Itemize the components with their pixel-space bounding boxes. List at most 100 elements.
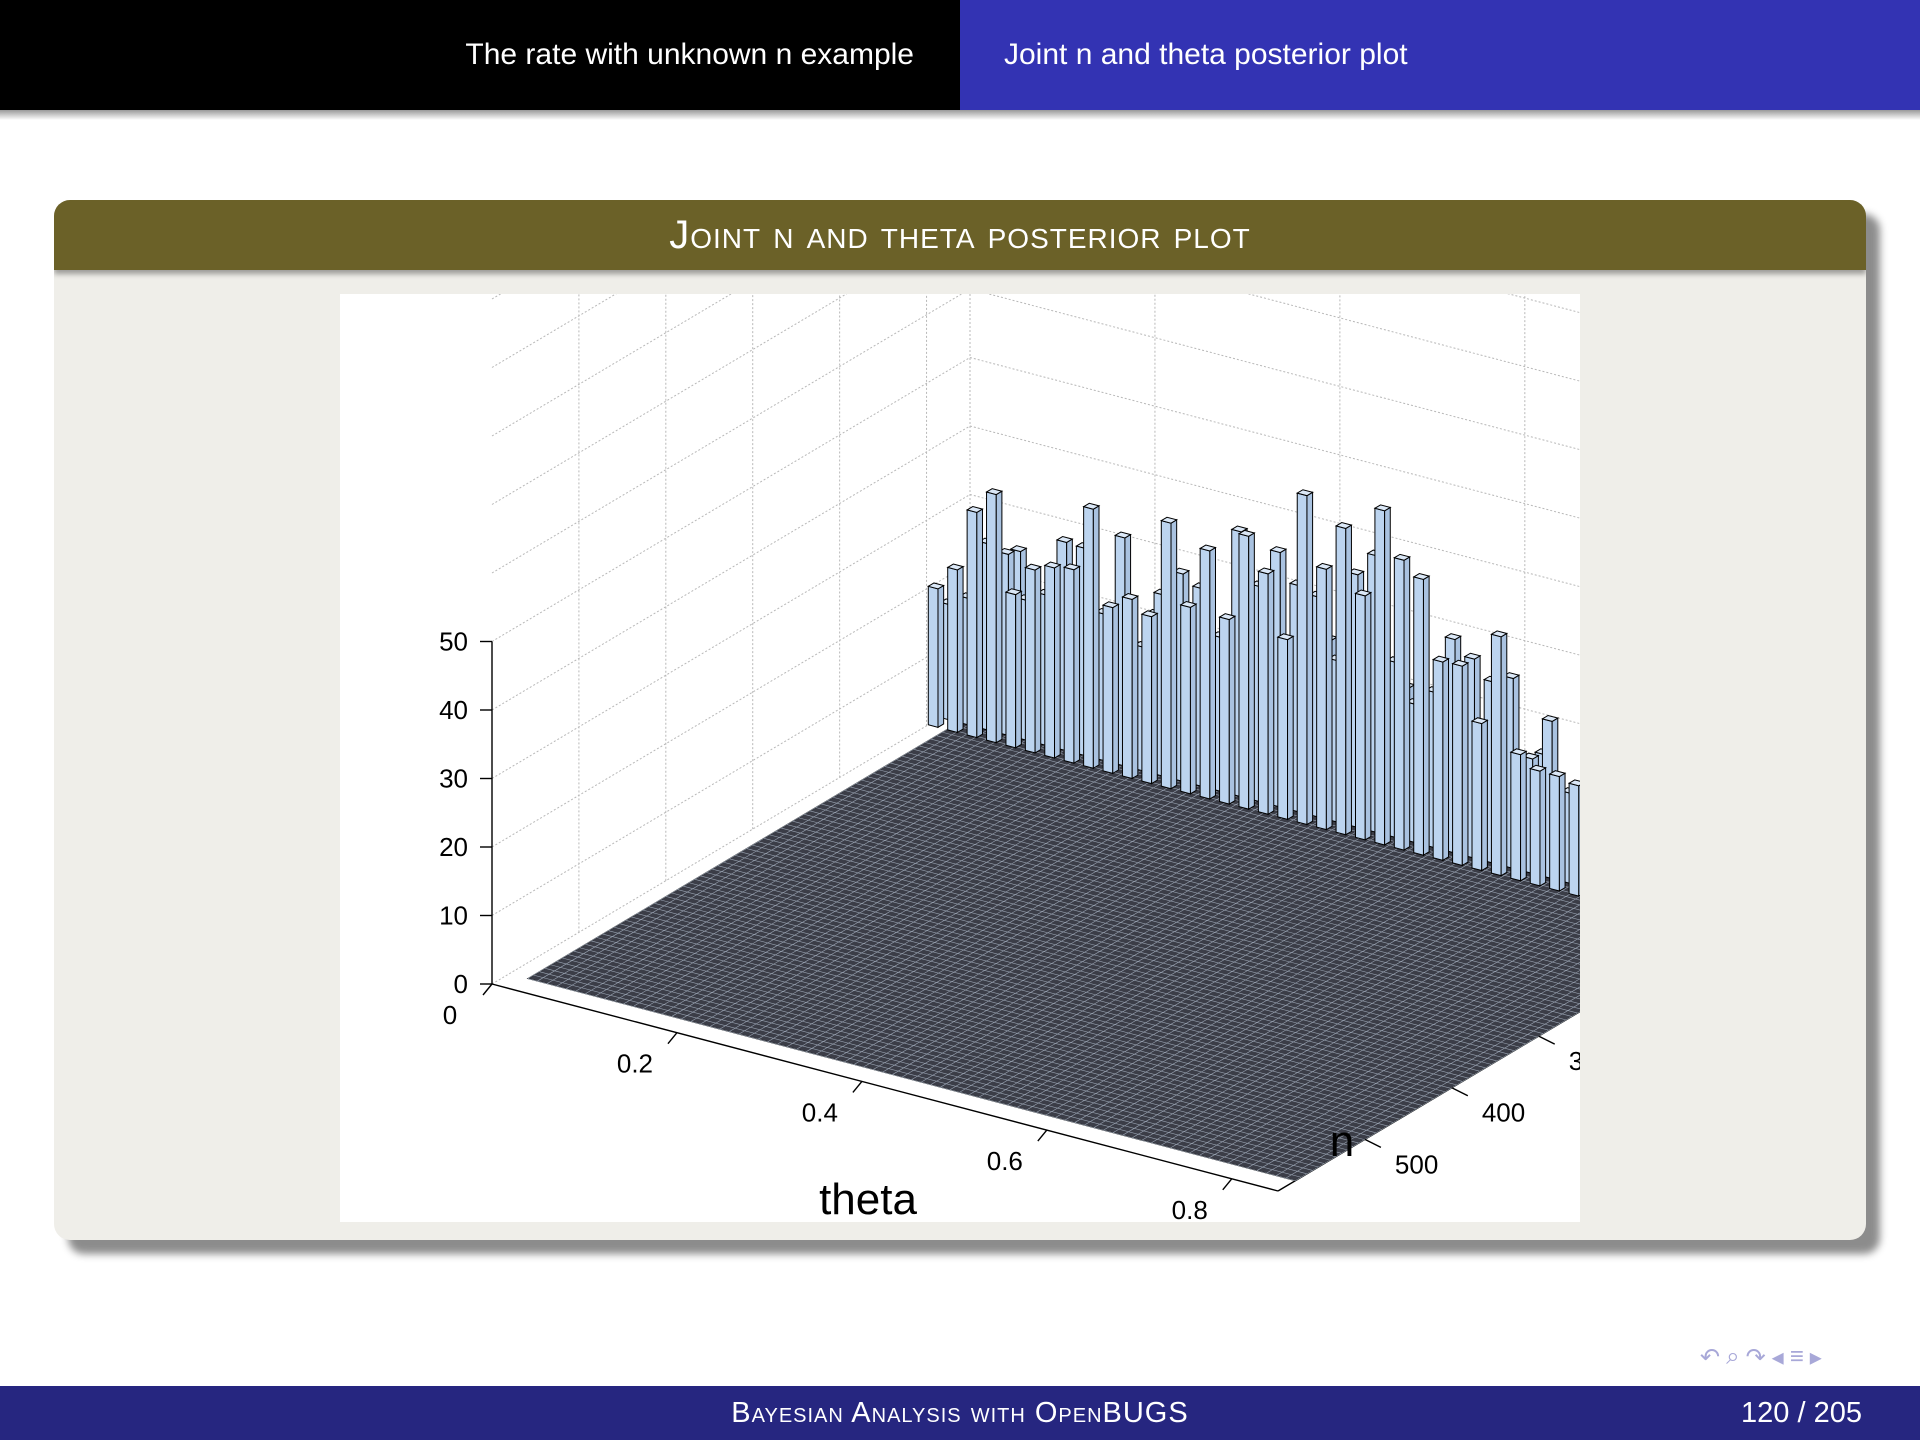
floor-grid-line [694,879,1463,1082]
grid-line [491,294,1580,574]
bar-side [1403,556,1411,851]
floor-grid-line [648,906,1417,1110]
bar-top [1009,545,1028,553]
floor-grid-line [596,937,1365,1140]
floor-grid-line [758,841,1526,1045]
bar-front [1452,662,1463,867]
floor-grid-line [665,896,1434,1099]
floor-grid-line [671,892,1440,1096]
floor-grid-line [723,861,1492,1065]
bar-side [1054,563,1061,759]
floor-grid-line [838,793,1580,990]
z-tick-label: 40 [439,695,468,725]
bar-side [1209,546,1217,800]
bar-front [1141,613,1153,785]
bar-top [1502,672,1521,680]
floor-grid-line [631,916,1400,1120]
floor-grid-line [867,776,1580,965]
floor-grid-line [907,752,1580,931]
bar-side [1345,524,1352,836]
floor-grid-line [1295,1011,1580,1181]
bar-top [1230,525,1249,533]
header-section-label: The rate with unknown n example [465,38,914,71]
bar-top [985,488,1004,496]
bar-top [965,505,984,513]
floor-grid-line [562,957,1331,1161]
floor-grid-line [879,769,1580,955]
bar-front [1238,533,1250,810]
bar-side [1520,750,1527,882]
floor-grid-line [700,875,1469,1079]
bar-top [1470,717,1489,725]
undo-icon[interactable]: ↶ [1700,1343,1721,1371]
chart-bars [927,488,1580,897]
floor-grid-line [579,947,1348,1151]
floor-grid-line [625,920,1394,1123]
bar3d-chart: 0102030405000.20.40.60.8100200300400500 … [439,294,1580,1222]
arrow-left-icon[interactable]: ◂ [1771,1343,1784,1371]
y-tick-label: 400 [1482,1098,1525,1128]
floor-grid-line [654,902,1423,1106]
bar-top [1373,504,1392,512]
floor-grid-line [637,913,1405,1116]
x-tick-label: 0.4 [802,1097,838,1127]
beamer-navigation: ↶ ⌕ ↷ ◂ ≡ ▸ [1700,1342,1900,1372]
bar-top [1451,659,1470,667]
floor-grid-line [902,755,1580,936]
bar-front [1199,547,1211,800]
floor-grid-line [821,803,1580,1005]
list-icon[interactable]: ≡ [1789,1343,1804,1370]
floor-grid-line [568,954,1336,1158]
floor-grid-line [769,834,1538,1038]
header-section[interactable]: The rate with unknown n example [0,0,960,110]
arrow-right-icon[interactable]: ▸ [1809,1343,1822,1371]
floor-grid-line [855,783,1580,975]
bar-top [1521,752,1540,760]
y-tick-label: 500 [1395,1149,1438,1179]
x-tick-mark [1222,1178,1233,1191]
slide-footer: Bayesian Analysis with OpenBUGS 120 / 20… [0,1386,1920,1440]
bar-side [1481,719,1488,872]
bar-top [1055,536,1074,544]
floor-grid-line [832,796,1580,995]
floor-grid-line [942,731,1580,901]
bar-top [946,563,965,571]
bar-side [937,584,945,729]
bar-top [927,582,945,590]
bar-side [956,565,964,734]
floor-grid-line [527,978,1296,1181]
bar-top [1257,567,1276,575]
redo-icon[interactable]: ↷ [1745,1343,1766,1371]
bar-top [1295,489,1314,497]
search-icon[interactable]: ⌕ [1726,1343,1740,1370]
floor-grid-line [919,745,1580,921]
x-tick-label: 0.2 [617,1049,653,1079]
z-tick-label: 0 [454,969,468,999]
floor-grid-line [602,933,1371,1137]
bar-top [1121,593,1140,601]
bar-front [1335,525,1347,836]
bar-top [1315,562,1334,570]
bar-top [1393,553,1411,561]
block-title-label: Joint n and theta posterior plot [669,212,1251,257]
bar-top [1237,529,1256,537]
bar-side [1384,506,1391,846]
bar-side [1170,518,1178,790]
floor-grid-line [717,865,1486,1069]
bar-top [1444,633,1462,641]
floor-grid-line [896,759,1580,940]
bar-front [1510,751,1522,882]
x-axis-label: theta [819,1175,917,1222]
bar-top [1172,567,1191,575]
header-subsection[interactable]: Joint n and theta posterior plot [960,0,1920,110]
floor-grid-line [746,848,1515,1051]
bar-side [1461,661,1469,867]
bar-top [1198,544,1217,552]
bar-front [1044,564,1056,759]
bar-side [976,508,983,739]
floor-grid-line [913,749,1580,926]
bar-side [1539,766,1547,887]
bar-front [1005,591,1017,749]
z-tick-label: 10 [439,901,468,931]
y-tick-mark [1451,1087,1469,1097]
